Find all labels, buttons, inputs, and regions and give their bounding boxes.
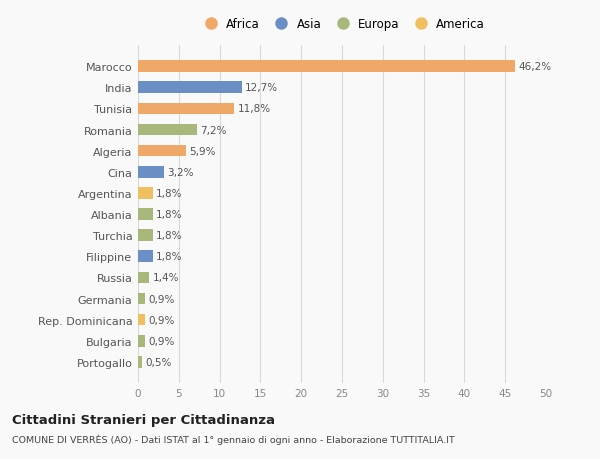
Text: Cittadini Stranieri per Cittadinanza: Cittadini Stranieri per Cittadinanza — [12, 413, 275, 426]
Text: 0,5%: 0,5% — [145, 357, 172, 367]
Text: 1,4%: 1,4% — [152, 273, 179, 283]
Bar — [138, 209, 152, 220]
Bar — [138, 146, 186, 157]
Text: 11,8%: 11,8% — [238, 104, 271, 114]
Bar — [138, 251, 152, 263]
Bar — [138, 103, 234, 115]
Bar — [138, 335, 145, 347]
Bar — [138, 293, 145, 305]
Text: 1,8%: 1,8% — [156, 231, 182, 241]
Text: 5,9%: 5,9% — [190, 146, 216, 157]
Text: 0,9%: 0,9% — [149, 294, 175, 304]
Bar — [138, 272, 149, 284]
Bar — [138, 82, 242, 94]
Text: COMUNE DI VERRÈS (AO) - Dati ISTAT al 1° gennaio di ogni anno - Elaborazione TUT: COMUNE DI VERRÈS (AO) - Dati ISTAT al 1°… — [12, 434, 455, 444]
Legend: Africa, Asia, Europa, America: Africa, Asia, Europa, America — [199, 18, 485, 31]
Text: 46,2%: 46,2% — [518, 62, 551, 72]
Text: 7,2%: 7,2% — [200, 125, 227, 135]
Bar — [138, 61, 515, 73]
Text: 0,9%: 0,9% — [149, 336, 175, 346]
Bar — [138, 230, 152, 241]
Text: 1,8%: 1,8% — [156, 210, 182, 219]
Text: 3,2%: 3,2% — [167, 168, 194, 178]
Text: 12,7%: 12,7% — [245, 83, 278, 93]
Text: 1,8%: 1,8% — [156, 189, 182, 198]
Text: 0,9%: 0,9% — [149, 315, 175, 325]
Bar — [138, 167, 164, 178]
Bar — [138, 356, 142, 368]
Text: 1,8%: 1,8% — [156, 252, 182, 262]
Bar — [138, 188, 152, 199]
Bar — [138, 314, 145, 326]
Bar — [138, 124, 197, 136]
